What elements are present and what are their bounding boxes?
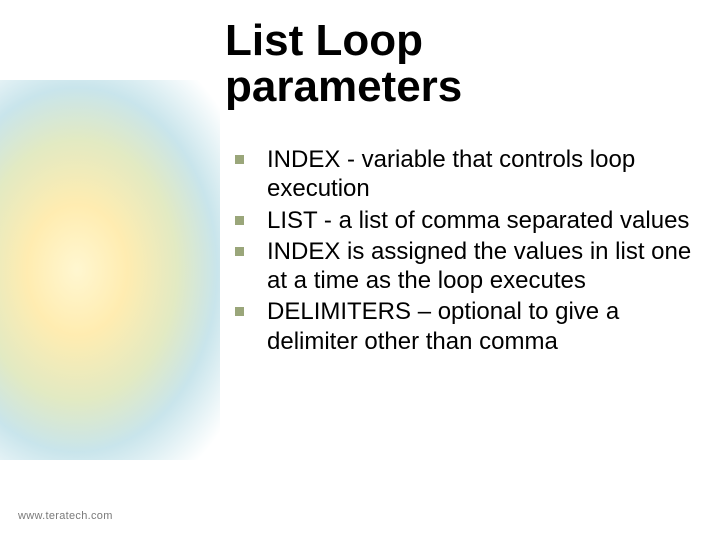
bullet-text: INDEX - variable that controls loop exec… [267,146,635,202]
bullet-text: LIST - a list of comma separated values [267,207,689,234]
bullet-list: INDEX - variable that controls loop exec… [225,145,695,358]
list-item: LIST - a list of comma separated values [225,206,695,235]
title-line-1: List Loop [225,16,423,65]
square-bullet-icon [235,307,244,316]
square-bullet-icon [235,216,244,225]
slide-title: List Loop parameters [225,18,462,110]
bullet-text: INDEX is assigned the values in list one… [267,238,691,294]
list-item: INDEX - variable that controls loop exec… [225,145,695,204]
list-item: INDEX is assigned the values in list one… [225,237,695,296]
footer-url: www.teratech.com [18,510,113,522]
bullet-text: DELIMITERS – optional to give a delimite… [267,298,619,354]
square-bullet-icon [235,247,244,256]
decorative-gradient [0,80,220,460]
title-line-2: parameters [225,62,462,111]
square-bullet-icon [235,155,244,164]
list-item: DELIMITERS – optional to give a delimite… [225,297,695,356]
